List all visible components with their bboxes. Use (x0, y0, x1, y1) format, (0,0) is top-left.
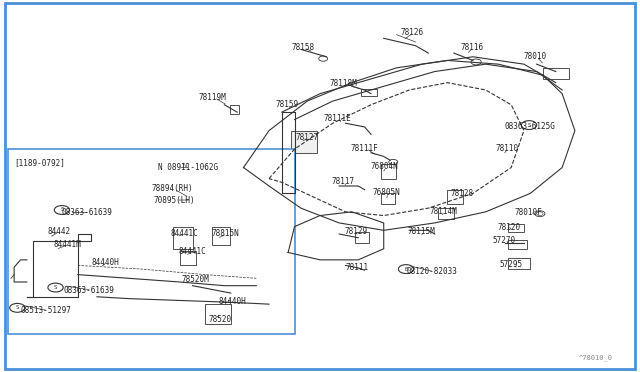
Bar (381, 193, 394, 205)
Text: 78520M: 78520M (181, 275, 209, 283)
Bar (508, 240, 527, 249)
Text: 76804N: 76804N (371, 162, 399, 171)
Text: 78127: 78127 (296, 133, 319, 142)
Text: 78120: 78120 (497, 223, 520, 232)
Bar (355, 232, 369, 243)
Text: 78118M: 78118M (330, 79, 357, 88)
Text: 08363-6125G: 08363-6125G (505, 122, 556, 131)
Bar (508, 224, 524, 232)
Text: 78119M: 78119M (199, 93, 227, 102)
Text: 78111E: 78111E (323, 114, 351, 123)
Text: 78115M: 78115M (408, 227, 436, 235)
Text: 78128: 78128 (451, 189, 474, 198)
Text: 78158: 78158 (291, 43, 314, 52)
Text: 78116: 78116 (460, 43, 483, 52)
Bar (508, 258, 531, 269)
Bar (543, 68, 568, 79)
Text: 84441C: 84441C (170, 229, 198, 238)
Text: S: S (527, 123, 531, 128)
Text: 08120-82033: 08120-82033 (406, 267, 457, 276)
Bar (180, 251, 196, 265)
Text: N: N (182, 163, 186, 168)
Text: N 08911-1062G: N 08911-1062G (157, 163, 218, 172)
Bar (173, 227, 193, 249)
Text: 84442: 84442 (47, 227, 70, 235)
Text: 57295: 57295 (500, 260, 523, 269)
Text: 08513-51297: 08513-51297 (20, 306, 72, 315)
Text: 78126: 78126 (401, 28, 424, 37)
Text: 78111F: 78111F (351, 144, 378, 153)
Bar (8, 149, 294, 334)
Text: S: S (15, 305, 19, 310)
Text: 78114M: 78114M (429, 206, 458, 216)
Bar (438, 208, 454, 219)
Text: 78010: 78010 (524, 52, 547, 61)
Text: 78159: 78159 (275, 100, 298, 109)
Text: 78894(RH): 78894(RH) (151, 185, 193, 193)
Bar (230, 105, 239, 114)
Bar (212, 227, 230, 245)
Text: 84441C: 84441C (179, 247, 206, 256)
Text: 70895(LH): 70895(LH) (153, 196, 195, 205)
Text: 84440H: 84440H (218, 297, 246, 306)
Text: 78520: 78520 (209, 315, 232, 324)
Text: [1189-0792]: [1189-0792] (14, 158, 65, 167)
Text: S: S (54, 285, 58, 290)
Text: 08363-61639: 08363-61639 (64, 286, 115, 295)
Bar (291, 131, 317, 153)
Bar (381, 164, 396, 179)
Text: ^78010_0: ^78010_0 (579, 355, 613, 361)
Text: 84441M: 84441M (54, 240, 81, 249)
Text: 78815N: 78815N (212, 230, 239, 238)
Text: 78110: 78110 (495, 144, 518, 153)
Text: 78010F: 78010F (515, 208, 542, 217)
Text: 78129: 78129 (344, 227, 367, 235)
Bar (362, 89, 378, 96)
Bar (189, 193, 201, 203)
Text: 84440H: 84440H (92, 258, 120, 267)
Text: B: B (404, 267, 408, 272)
Text: 78117: 78117 (332, 177, 355, 186)
Text: S: S (60, 208, 63, 212)
Text: 78111: 78111 (346, 263, 369, 272)
Text: 08363-61639: 08363-61639 (62, 208, 113, 217)
Bar (447, 190, 463, 205)
Text: 76805N: 76805N (372, 188, 400, 197)
Bar (205, 304, 231, 324)
Text: 57270: 57270 (492, 236, 515, 245)
